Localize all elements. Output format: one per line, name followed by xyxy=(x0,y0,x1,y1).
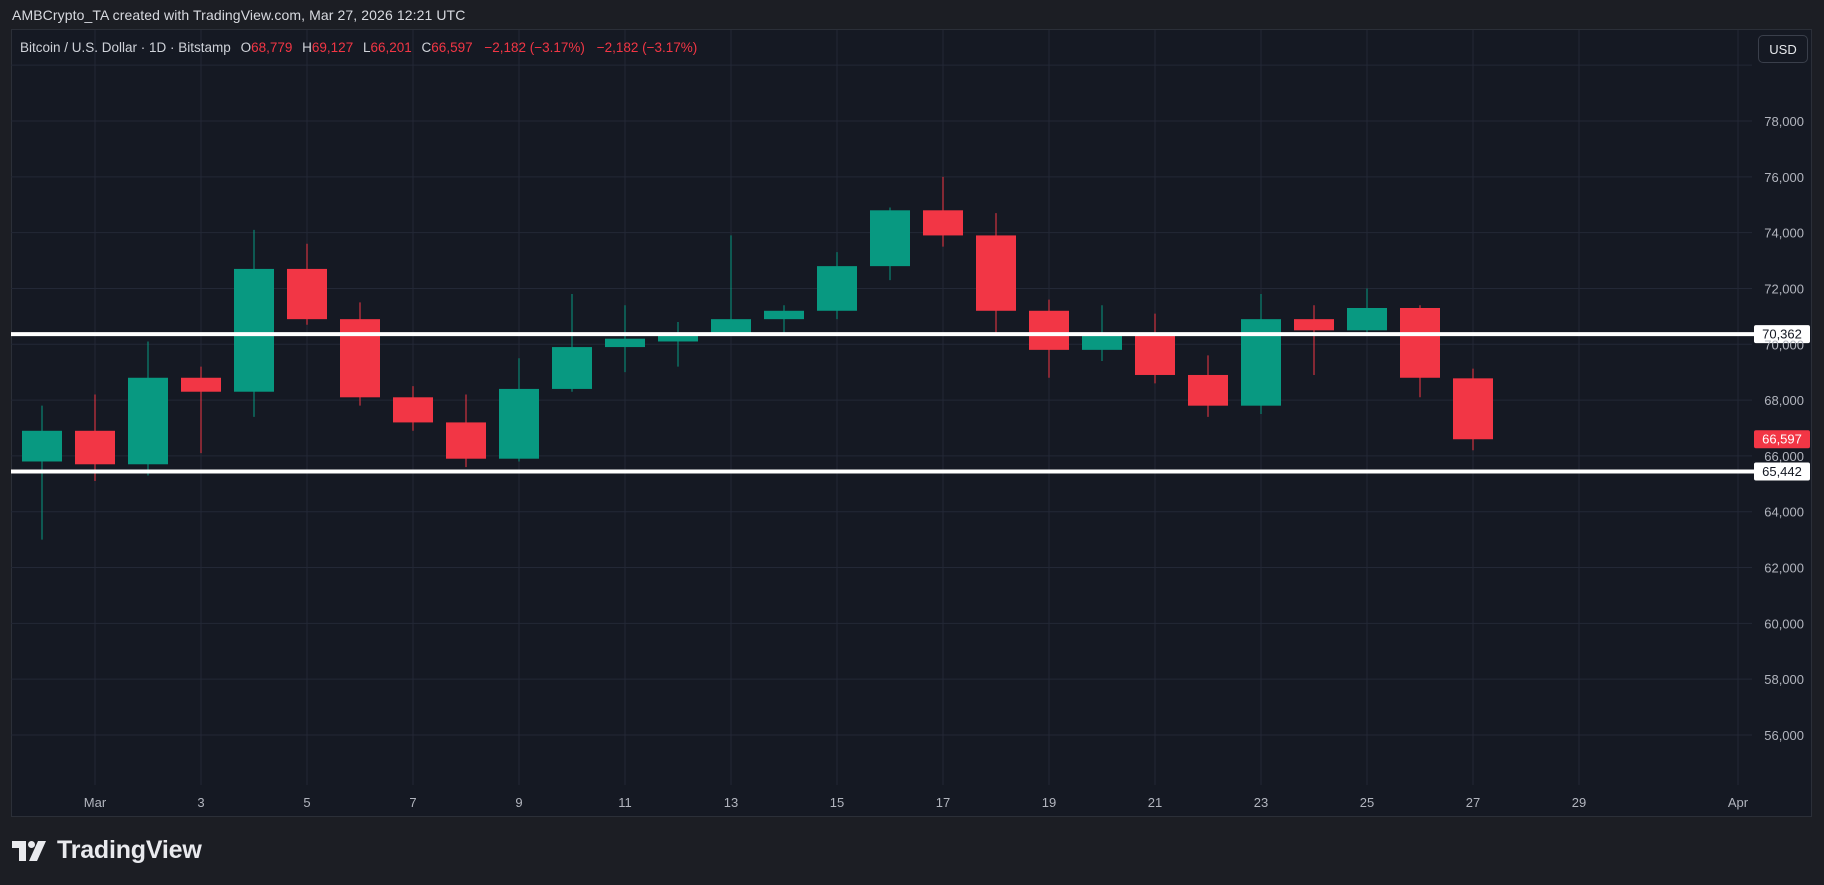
x-tick-label: 11 xyxy=(618,795,632,810)
y-tick-label: 64,000 xyxy=(1764,505,1804,520)
candle-body xyxy=(446,422,486,459)
x-tick-label: 5 xyxy=(303,795,310,810)
low-value: 66,201 xyxy=(370,40,412,55)
currency-button[interactable]: USD xyxy=(1758,35,1808,63)
candle-body xyxy=(976,235,1016,311)
x-tick-label: 27 xyxy=(1466,795,1480,810)
x-tick-label: Mar xyxy=(84,795,107,810)
grid xyxy=(11,30,1752,785)
x-tick-label: 15 xyxy=(830,795,844,810)
candle-body xyxy=(287,268,327,320)
candle-body xyxy=(1241,319,1281,406)
candle-body xyxy=(923,210,963,236)
low-key: L xyxy=(362,40,371,55)
candle-body xyxy=(817,266,857,311)
x-axis[interactable]: Mar 3 5 7 9 11 13 15 17 19 21 23 25 27 29 Apr xyxy=(84,795,1749,810)
chart-panel[interactable] xyxy=(11,29,1812,817)
x-tick-label: 25 xyxy=(1360,795,1374,810)
open-key: O xyxy=(240,40,252,55)
tradingview-logo-icon xyxy=(12,840,46,861)
candle-body xyxy=(711,319,751,334)
candle-body xyxy=(1294,319,1334,331)
y-tick-label: 72,000 xyxy=(1764,281,1804,296)
last-price-label: 66,597 xyxy=(1762,432,1802,447)
candle-body xyxy=(658,333,698,342)
y-tick-label: 78,000 xyxy=(1764,114,1804,129)
candle-body xyxy=(1400,307,1440,378)
candles xyxy=(22,176,1493,540)
candle-body xyxy=(1347,307,1387,331)
chart-attribution: AMBCrypto_TA created with TradingView.co… xyxy=(12,7,466,23)
candle-body xyxy=(605,338,645,348)
x-tick-label: 13 xyxy=(724,795,738,810)
candle-body xyxy=(393,397,433,423)
x-tick-label: 29 xyxy=(1572,795,1586,810)
level-price-label: 70,362 xyxy=(1762,327,1802,342)
y-axis[interactable]: 56,000 58,000 60,000 62,000 64,000 66,000 68,0… xyxy=(1754,114,1810,743)
last-price-tag[interactable] xyxy=(1754,430,1810,449)
symbol-title: Bitcoin / U.S. Dollar · 1D · Bitstamp xyxy=(20,40,231,55)
candle-body xyxy=(552,347,592,389)
high-value: 69,127 xyxy=(311,40,354,55)
horizontal-levels[interactable]: 70,362 65,442 xyxy=(11,325,1810,481)
candle-body xyxy=(1453,378,1493,440)
y-tick-label: 74,000 xyxy=(1764,226,1804,241)
x-tick-label: 23 xyxy=(1254,795,1268,810)
candle-body xyxy=(1029,310,1069,350)
candle-body xyxy=(22,430,62,462)
x-tick-label: 21 xyxy=(1148,795,1162,810)
symbol-legend: Bitcoin / U.S. Dollar · 1D · Bitstamp O6… xyxy=(20,40,697,55)
level-price-tag[interactable] xyxy=(1754,325,1810,344)
y-tick-label: 62,000 xyxy=(1764,561,1804,576)
close-value: 66,597 xyxy=(431,40,473,55)
x-tick-label: 17 xyxy=(936,795,950,810)
candle-body xyxy=(499,388,539,459)
candle-body xyxy=(128,377,168,465)
x-tick-label: 7 xyxy=(409,795,416,810)
y-tick-label: 66,000 xyxy=(1764,449,1804,464)
candle-body xyxy=(75,430,115,465)
candle-body xyxy=(1188,374,1228,406)
candle-body xyxy=(234,268,274,392)
change-value-2: −2,182 (−3.17%) xyxy=(596,40,698,55)
candle-body xyxy=(181,377,221,392)
y-tick-label: 60,000 xyxy=(1764,616,1804,631)
x-tick-label: Apr xyxy=(1728,795,1749,810)
level-price-tag[interactable] xyxy=(1754,462,1810,481)
candle-body xyxy=(340,319,380,398)
x-tick-label: 19 xyxy=(1042,795,1056,810)
y-tick-label: 56,000 xyxy=(1764,728,1804,743)
tradingview-logo[interactable]: TradingView xyxy=(12,836,202,865)
brand-name: TradingView xyxy=(57,836,202,864)
high-key: H xyxy=(302,40,312,55)
change-value: −2,182 (−3.17%) xyxy=(484,40,585,55)
candle-body xyxy=(764,310,804,320)
candle-body xyxy=(1135,333,1175,375)
x-tick-label: 3 xyxy=(197,795,204,810)
y-tick-label: 58,000 xyxy=(1764,672,1804,687)
candle-body xyxy=(870,210,910,267)
y-tick-label: 70,000 xyxy=(1764,337,1804,352)
candle-body xyxy=(1082,333,1122,350)
close-key: C xyxy=(421,40,432,55)
x-tick-label: 9 xyxy=(515,795,522,810)
open-value: 68,779 xyxy=(251,40,293,55)
y-tick-label: 76,000 xyxy=(1764,170,1804,185)
level-price-label: 65,442 xyxy=(1762,464,1802,479)
y-tick-label: 68,000 xyxy=(1764,393,1804,408)
